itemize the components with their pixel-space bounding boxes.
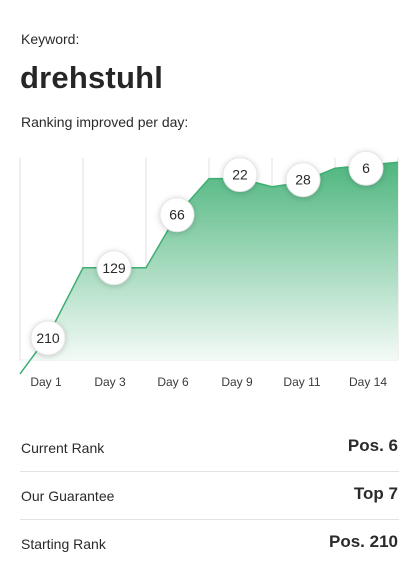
rank-bubble-circle (348, 150, 384, 186)
ranking-area (20, 162, 398, 374)
rank-bubble: 28 (285, 162, 321, 198)
rank-bubble-label: 22 (232, 167, 248, 183)
rank-bubble: 22 (222, 157, 258, 193)
keyword-title: drehstuhl (20, 60, 164, 95)
summary-row-current: Current Rank Pos. 6 (20, 424, 399, 472)
ranking-caption: Ranking improved per day: (21, 114, 189, 130)
rank-bubble: 6 (348, 150, 384, 186)
starting-rank-value: Pos. 210 (329, 532, 398, 551)
summary-row-starting: Starting Rank Pos. 210 (20, 520, 399, 567)
x-tick-label: Day 14 (349, 375, 387, 389)
rank-bubble-label: 129 (102, 260, 126, 276)
x-tick-label: Day 6 (157, 375, 189, 389)
x-tick-label: Day 11 (283, 375, 320, 389)
x-tick-label: Day 9 (221, 375, 253, 389)
rank-bubble-circle (285, 162, 321, 198)
rank-bubble: 129 (96, 250, 132, 286)
rank-bubble-label: 66 (169, 207, 185, 223)
keyword-label: Keyword: (21, 31, 80, 47)
rank-bubble-circle (222, 157, 258, 193)
rank-bubble-label: 28 (295, 172, 311, 188)
guarantee-label: Our Guarantee (21, 488, 115, 504)
rank-bubble: 210 (30, 320, 66, 356)
current-rank-label: Current Rank (21, 440, 105, 456)
guarantee-value: Top 7 (353, 484, 398, 503)
summary-row-guarantee: Our Guarantee Top 7 (20, 472, 399, 520)
rank-bubble-circle (96, 250, 132, 286)
rank-bubble: 66 (159, 197, 195, 233)
rank-bubble-circle (159, 197, 195, 233)
starting-rank-label: Starting Rank (21, 536, 106, 552)
rank-bubble-circle (30, 320, 66, 356)
rank-bubble-label: 6 (362, 160, 370, 176)
x-tick-label: Day 1 (30, 375, 62, 389)
x-tick-label: Day 3 (94, 375, 126, 389)
current-rank-value: Pos. 6 (347, 436, 398, 455)
ranking-chart: 210 129 66 22 28 6 Day 1 Day 3 Day 6 Day 9 Day 11… (19, 150, 399, 389)
rank-summary: Current Rank Pos. 6 Our Guarantee Top 7 … (20, 424, 399, 567)
rank-bubble-label: 210 (36, 330, 60, 346)
